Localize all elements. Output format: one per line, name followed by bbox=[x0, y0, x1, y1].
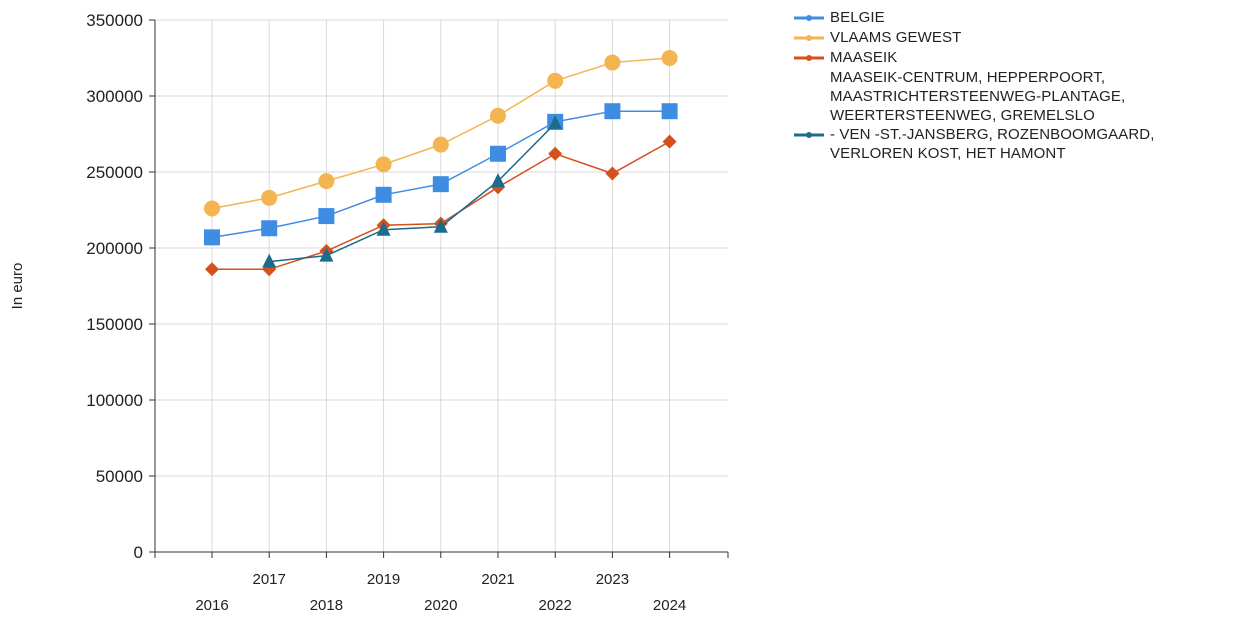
x-tick-label: 2019 bbox=[367, 571, 400, 588]
series-1-point bbox=[375, 186, 392, 203]
legend-label-line: MAASEIK bbox=[830, 49, 898, 66]
series-1-point bbox=[490, 145, 506, 162]
series-2-point bbox=[318, 173, 335, 190]
series-3-point bbox=[662, 134, 677, 149]
y-tick-label: 200000 bbox=[86, 239, 143, 258]
x-tick-label: 2018 bbox=[310, 597, 343, 614]
x-tick-label: 2023 bbox=[596, 571, 629, 588]
y-tick-label: 300000 bbox=[86, 87, 143, 106]
legend-label-line: - VEN -ST.-JANSBERG, ROZENBOOMGAARD, bbox=[830, 126, 1155, 143]
series-2-point bbox=[661, 50, 678, 66]
legend-label-line: BELGIE bbox=[830, 9, 885, 26]
legend-label: MAASEIK-CENTRUM, HEPPERPOORT, MAASTRICHTE… bbox=[830, 68, 1154, 163]
legend-label: VLAAMS GEWEST bbox=[830, 28, 961, 47]
series-2-point bbox=[490, 107, 506, 124]
series-4-point bbox=[319, 247, 334, 262]
y-tick-label: 250000 bbox=[86, 163, 143, 182]
y-tick-label: 150000 bbox=[86, 315, 143, 334]
series-1-point bbox=[661, 103, 678, 120]
series-1-point bbox=[261, 220, 278, 237]
legend-swatch bbox=[790, 28, 830, 47]
series-2-point bbox=[432, 136, 449, 153]
series-2-point bbox=[547, 72, 564, 89]
series-2-point bbox=[261, 189, 278, 206]
series-4-point bbox=[491, 173, 505, 188]
series-1-point bbox=[432, 176, 449, 193]
legend: BELGIE VLAAMS GEWEST MAASEIK MAASEIK-CEN… bbox=[790, 8, 1154, 164]
x-tick-label: 2016 bbox=[195, 597, 228, 614]
legend-item: VLAAMS GEWEST bbox=[790, 28, 1154, 47]
legend-item: MAASEIK bbox=[790, 48, 1154, 67]
series-4-point bbox=[548, 115, 563, 130]
legend-item: BELGIE bbox=[790, 8, 1154, 27]
legend-item: MAASEIK-CENTRUM, HEPPERPOORT, MAASTRICHTE… bbox=[790, 68, 1154, 163]
legend-label-line: MAASTRICHTERSTEENWEG-PLANTAGE, bbox=[830, 88, 1126, 105]
y-tick-label: 100000 bbox=[86, 391, 143, 410]
series-2-point bbox=[375, 156, 392, 173]
legend-label: BELGIE bbox=[830, 8, 885, 27]
x-tick-label: 2022 bbox=[539, 597, 572, 614]
legend-label-line: VLAAMS GEWEST bbox=[830, 29, 962, 46]
series-4-point bbox=[262, 253, 277, 268]
legend-label-line: WEERTERSTEENWEG, GREMELSLO bbox=[830, 107, 1095, 124]
legend-label: MAASEIK bbox=[830, 48, 897, 67]
x-tick-label: 2024 bbox=[653, 597, 686, 614]
series-1-point bbox=[318, 208, 335, 225]
series-4-line bbox=[269, 122, 556, 263]
legend-label-line: MAASEIK-CENTRUM, HEPPERPOORT, bbox=[830, 69, 1106, 86]
y-axis-label: In euro bbox=[9, 263, 26, 310]
series-2-point bbox=[604, 54, 621, 71]
legend-label-line: VERLOREN KOST, HET HAMONT bbox=[830, 145, 1066, 162]
x-tick-label: 2021 bbox=[481, 571, 514, 588]
series-2-point bbox=[204, 200, 220, 217]
legend-swatch bbox=[790, 8, 830, 27]
legend-swatch bbox=[790, 48, 830, 67]
x-tick-label: 2020 bbox=[424, 597, 457, 614]
series-4-point bbox=[376, 221, 391, 236]
series-1-point bbox=[204, 229, 220, 246]
y-tick-label: 0 bbox=[134, 543, 143, 562]
x-tick-label: 2017 bbox=[253, 571, 286, 588]
series-4-point bbox=[433, 218, 448, 233]
series-3-point bbox=[205, 262, 219, 277]
series-3-point bbox=[605, 166, 620, 181]
series-1-point bbox=[604, 103, 621, 120]
y-tick-label: 350000 bbox=[86, 11, 143, 30]
legend-swatch bbox=[790, 68, 830, 138]
series-3-point bbox=[548, 146, 563, 161]
y-tick-label: 50000 bbox=[96, 467, 143, 486]
